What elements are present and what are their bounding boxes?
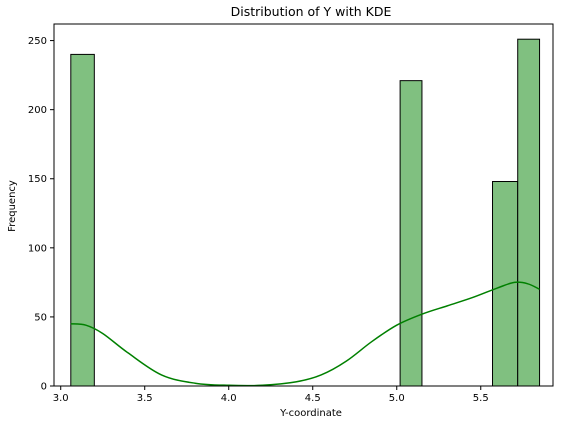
y-tick-label-3: 100 bbox=[28, 243, 47, 254]
histogram-bar-4 bbox=[517, 38, 541, 387]
y-tick-label-1: 0 bbox=[41, 382, 47, 393]
x-tick-label-3: 4.0 bbox=[221, 393, 237, 404]
x-tick-label-4: 4.5 bbox=[305, 393, 321, 404]
plot-area: 3.0 3.5 4.0 4.5 5.0 5.5 0 50 100 150 200 250 bbox=[28, 23, 554, 404]
histogram-bar-1 bbox=[70, 53, 95, 387]
x-tick-label-5: 5.0 bbox=[389, 393, 405, 404]
x-tick-label-1: 3.0 bbox=[53, 393, 69, 404]
y-tick-label-6: 250 bbox=[28, 36, 47, 47]
y-tick-label-4: 150 bbox=[28, 174, 47, 185]
histogram-bar-2 bbox=[399, 80, 423, 387]
y-tick-label-2: 50 bbox=[34, 312, 47, 323]
y-tick-label-5: 200 bbox=[28, 105, 47, 116]
kde-line bbox=[70, 281, 540, 387]
histogram-bar-3 bbox=[492, 181, 519, 387]
x-tick-label-2: 3.5 bbox=[137, 393, 153, 404]
axes-frame bbox=[53, 23, 554, 387]
x-axis-label: Y-coordinate bbox=[279, 408, 342, 419]
y-axis-label: Frequency bbox=[7, 180, 18, 232]
x-tick-label-6: 5.5 bbox=[473, 393, 489, 404]
chart-title: Distribution of Y with KDE bbox=[231, 4, 392, 19]
